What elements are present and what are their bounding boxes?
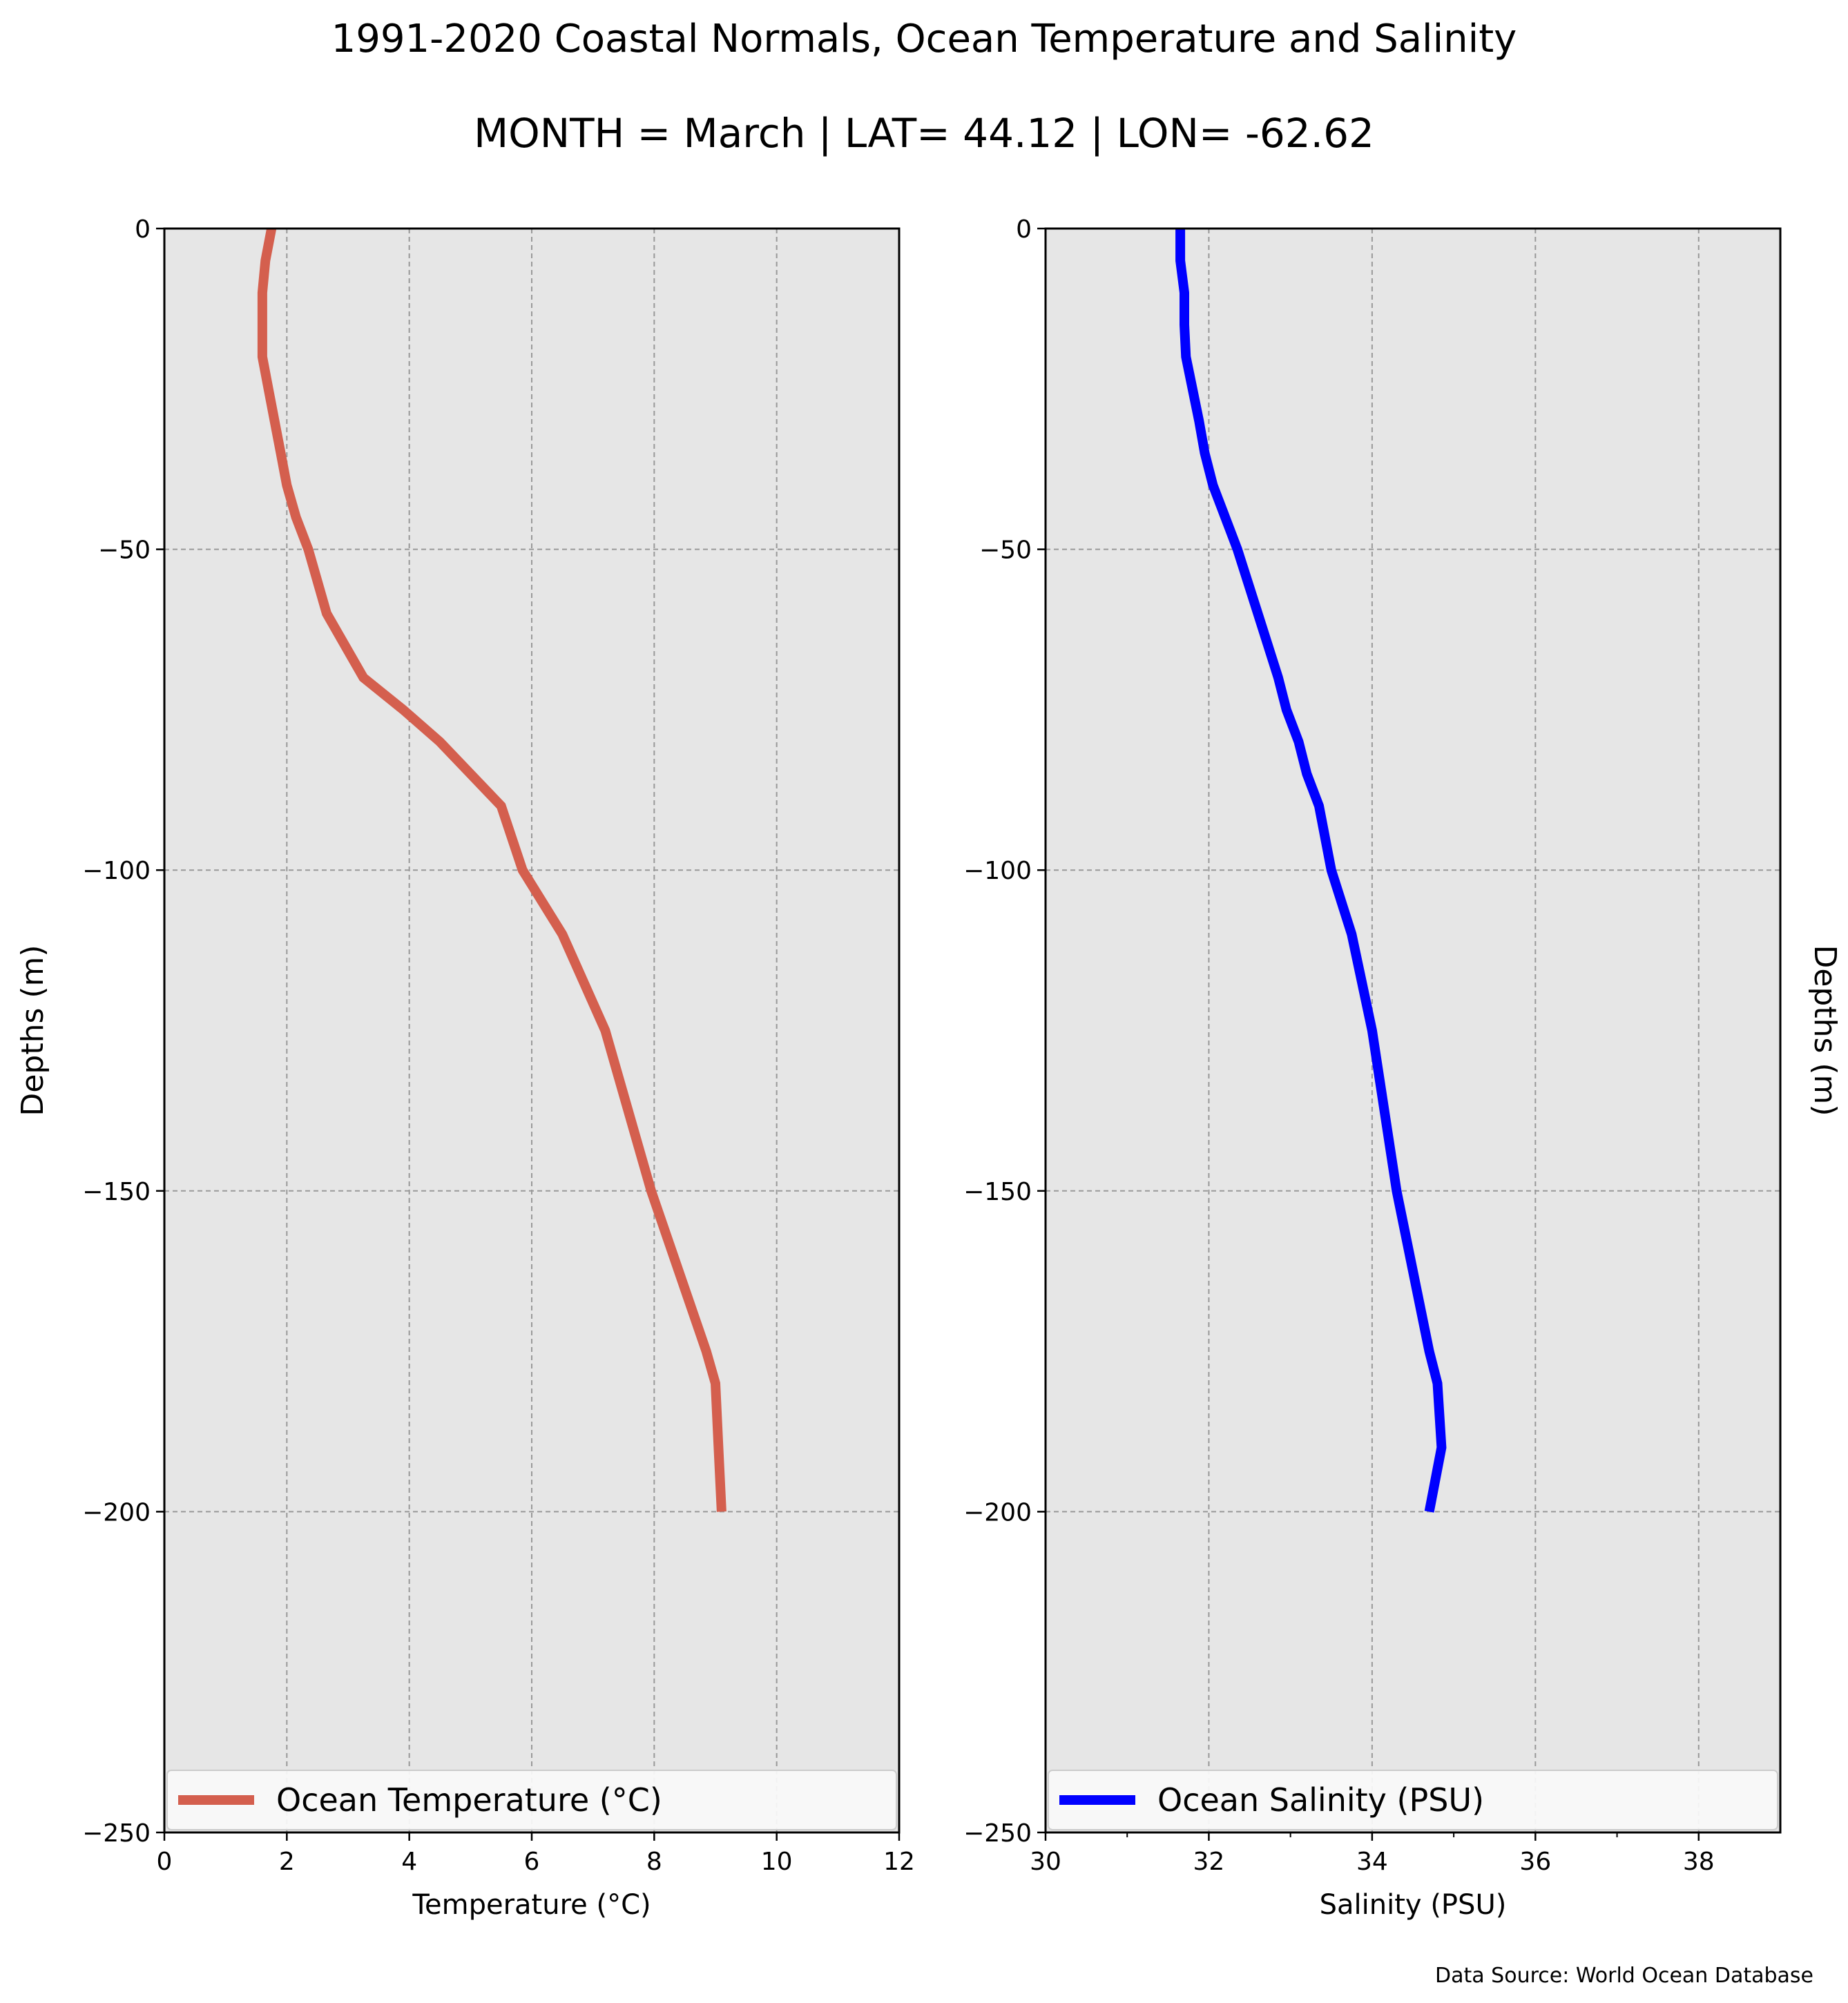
x-tick-label: 6 — [524, 1848, 540, 1876]
data-source-note: Data Source: World Ocean Database — [1435, 1964, 1813, 1988]
y-tick-label: −50 — [979, 536, 1032, 565]
y-axis-label: Depths (m) — [1807, 945, 1842, 1116]
x-tick-label: 4 — [401, 1848, 417, 1876]
x-tick-label: 36 — [1519, 1848, 1551, 1876]
chart-title: 1991-2020 Coastal Normals, Ocean Tempera… — [331, 17, 1517, 61]
legend-box — [166, 1770, 897, 1830]
chart-subtitle: MONTH = March | LAT= 44.12 | LON= -62.62 — [474, 110, 1374, 157]
x-tick-label: 8 — [646, 1848, 662, 1876]
legend-label: Ocean Temperature (°C) — [276, 1781, 662, 1819]
x-axis-label: Temperature (°C) — [412, 1889, 651, 1921]
series-line — [257, 227, 726, 1512]
x-tick-label: 2 — [279, 1848, 295, 1876]
legend-label: Ocean Salinity (PSU) — [1157, 1781, 1484, 1819]
x-tick-label: 10 — [761, 1848, 793, 1876]
x-axis-label: Salinity (PSU) — [1320, 1889, 1507, 1921]
y-tick-label: 0 — [135, 215, 151, 244]
salinity-panel: 30 32 34 36 38 0 −50 −100 −150 −200 −250 Salinity (… — [963, 215, 1842, 1921]
y-tick-label: 0 — [1016, 215, 1032, 244]
y-tick-label: −200 — [82, 1498, 151, 1527]
y-tick-label: −250 — [82, 1819, 151, 1848]
y-tick-label: −200 — [963, 1498, 1032, 1527]
legend-box — [1048, 1770, 1778, 1830]
x-tick-label: 38 — [1683, 1848, 1715, 1876]
x-tick-label: 32 — [1193, 1848, 1225, 1876]
temperature-panel: 0 2 4 6 8 10 12 0 −50 −100 −150 −200 −250 Temperature… — [15, 215, 915, 1921]
y-tick-label: −50 — [98, 536, 151, 565]
y-tick-label: −250 — [963, 1819, 1032, 1848]
plot-background — [1046, 229, 1780, 1832]
x-tick-label: 34 — [1356, 1848, 1388, 1876]
y-tick-label: −100 — [82, 857, 151, 885]
axes-frame — [1044, 227, 1782, 1834]
x-tick-label: 12 — [883, 1848, 915, 1876]
x-tick-label: 0 — [157, 1848, 173, 1876]
y-axis-label: Depths (m) — [15, 945, 50, 1116]
y-tick-label: −100 — [963, 857, 1032, 885]
y-tick-label: −150 — [82, 1178, 151, 1206]
y-tick-label: −150 — [963, 1178, 1032, 1206]
x-tick-label: 30 — [1030, 1848, 1061, 1876]
series-line — [1175, 229, 1447, 1513]
